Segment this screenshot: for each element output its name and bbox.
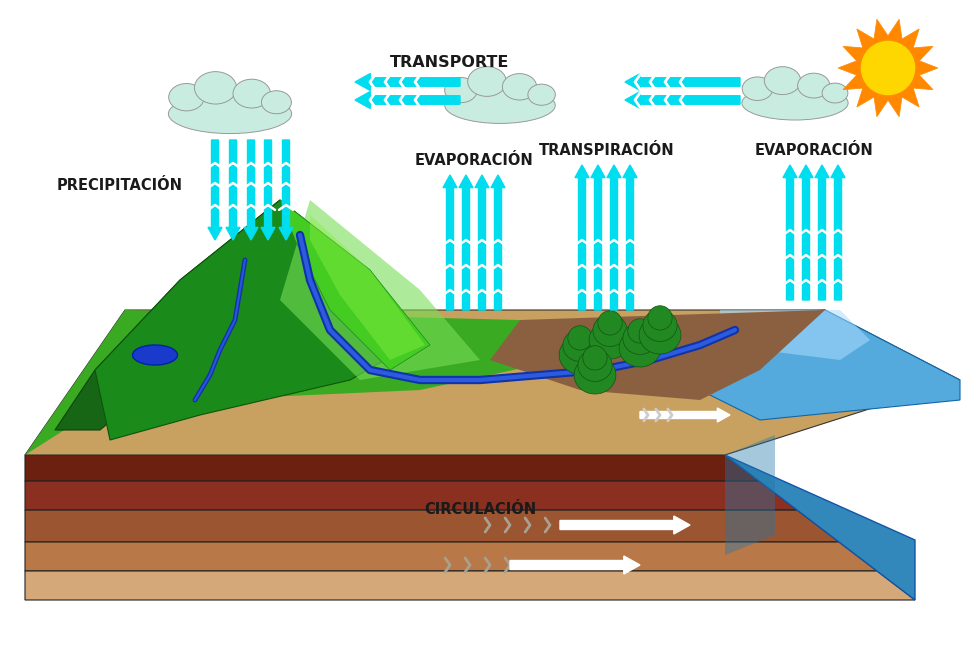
FancyArrow shape — [782, 165, 797, 300]
FancyArrow shape — [244, 140, 258, 240]
Ellipse shape — [467, 67, 506, 96]
Polygon shape — [719, 310, 869, 360]
Ellipse shape — [169, 94, 292, 134]
Ellipse shape — [562, 329, 597, 362]
FancyArrow shape — [490, 175, 505, 310]
Text: EVAPORACIÓN: EVAPORACIÓN — [414, 152, 533, 167]
Polygon shape — [724, 435, 774, 555]
Polygon shape — [25, 310, 559, 455]
FancyArrow shape — [575, 165, 588, 310]
Text: CIRCULACIÓN: CIRCULACIÓN — [423, 503, 536, 517]
Text: TRANSPORTE: TRANSPORTE — [390, 54, 509, 70]
Ellipse shape — [797, 73, 829, 98]
Text: PRECIPITACIÓN: PRECIPITACIÓN — [57, 178, 183, 193]
Bar — [592, 371, 597, 388]
FancyArrow shape — [355, 92, 459, 109]
Polygon shape — [95, 200, 420, 440]
Ellipse shape — [233, 79, 270, 108]
Text: EVAPORACIÓN: EVAPORACIÓN — [754, 143, 872, 158]
Ellipse shape — [444, 78, 477, 103]
Ellipse shape — [618, 329, 660, 367]
Ellipse shape — [627, 318, 651, 343]
Ellipse shape — [597, 311, 621, 335]
Bar — [607, 336, 612, 353]
Ellipse shape — [567, 326, 591, 350]
FancyArrow shape — [279, 140, 293, 240]
Polygon shape — [25, 510, 838, 542]
FancyArrow shape — [814, 165, 828, 300]
Ellipse shape — [592, 315, 626, 346]
FancyArrow shape — [624, 74, 739, 90]
FancyArrow shape — [510, 556, 640, 574]
FancyArrow shape — [207, 140, 222, 240]
Ellipse shape — [647, 306, 672, 330]
Polygon shape — [280, 200, 480, 380]
Ellipse shape — [860, 40, 915, 96]
Text: TRANSPIRACIÓN: TRANSPIRACIÓN — [539, 143, 674, 158]
Ellipse shape — [262, 90, 291, 114]
Ellipse shape — [588, 321, 630, 359]
FancyArrow shape — [830, 165, 844, 300]
FancyArrow shape — [355, 74, 459, 90]
Ellipse shape — [582, 346, 607, 370]
FancyArrow shape — [624, 92, 739, 109]
Ellipse shape — [642, 309, 676, 342]
Ellipse shape — [169, 83, 204, 111]
FancyArrow shape — [559, 516, 689, 534]
Ellipse shape — [194, 72, 236, 104]
FancyArrow shape — [640, 408, 730, 422]
Polygon shape — [25, 571, 914, 600]
Ellipse shape — [527, 84, 555, 105]
Polygon shape — [25, 481, 797, 510]
Ellipse shape — [741, 77, 772, 101]
Polygon shape — [55, 200, 295, 430]
Polygon shape — [489, 310, 825, 400]
Ellipse shape — [622, 322, 656, 355]
Polygon shape — [724, 455, 914, 600]
Polygon shape — [679, 310, 959, 420]
FancyArrow shape — [443, 175, 456, 310]
Bar — [577, 351, 582, 368]
Ellipse shape — [639, 316, 680, 354]
Polygon shape — [25, 542, 876, 571]
FancyArrow shape — [590, 165, 605, 310]
Polygon shape — [25, 455, 759, 481]
Bar — [637, 344, 642, 361]
Bar — [657, 331, 662, 348]
FancyArrow shape — [622, 165, 637, 310]
Polygon shape — [280, 200, 429, 370]
Ellipse shape — [558, 336, 600, 374]
Ellipse shape — [741, 86, 847, 120]
FancyArrow shape — [607, 165, 620, 310]
Polygon shape — [25, 310, 959, 455]
Ellipse shape — [574, 356, 615, 394]
Ellipse shape — [764, 67, 799, 94]
Ellipse shape — [133, 345, 177, 365]
Ellipse shape — [578, 349, 611, 381]
Ellipse shape — [502, 74, 536, 100]
FancyArrow shape — [798, 165, 812, 300]
FancyArrow shape — [226, 140, 239, 240]
Ellipse shape — [445, 87, 554, 123]
FancyArrow shape — [261, 140, 275, 240]
Polygon shape — [837, 19, 937, 117]
FancyArrow shape — [475, 175, 488, 310]
Polygon shape — [310, 215, 424, 360]
Ellipse shape — [822, 83, 847, 103]
FancyArrow shape — [458, 175, 473, 310]
